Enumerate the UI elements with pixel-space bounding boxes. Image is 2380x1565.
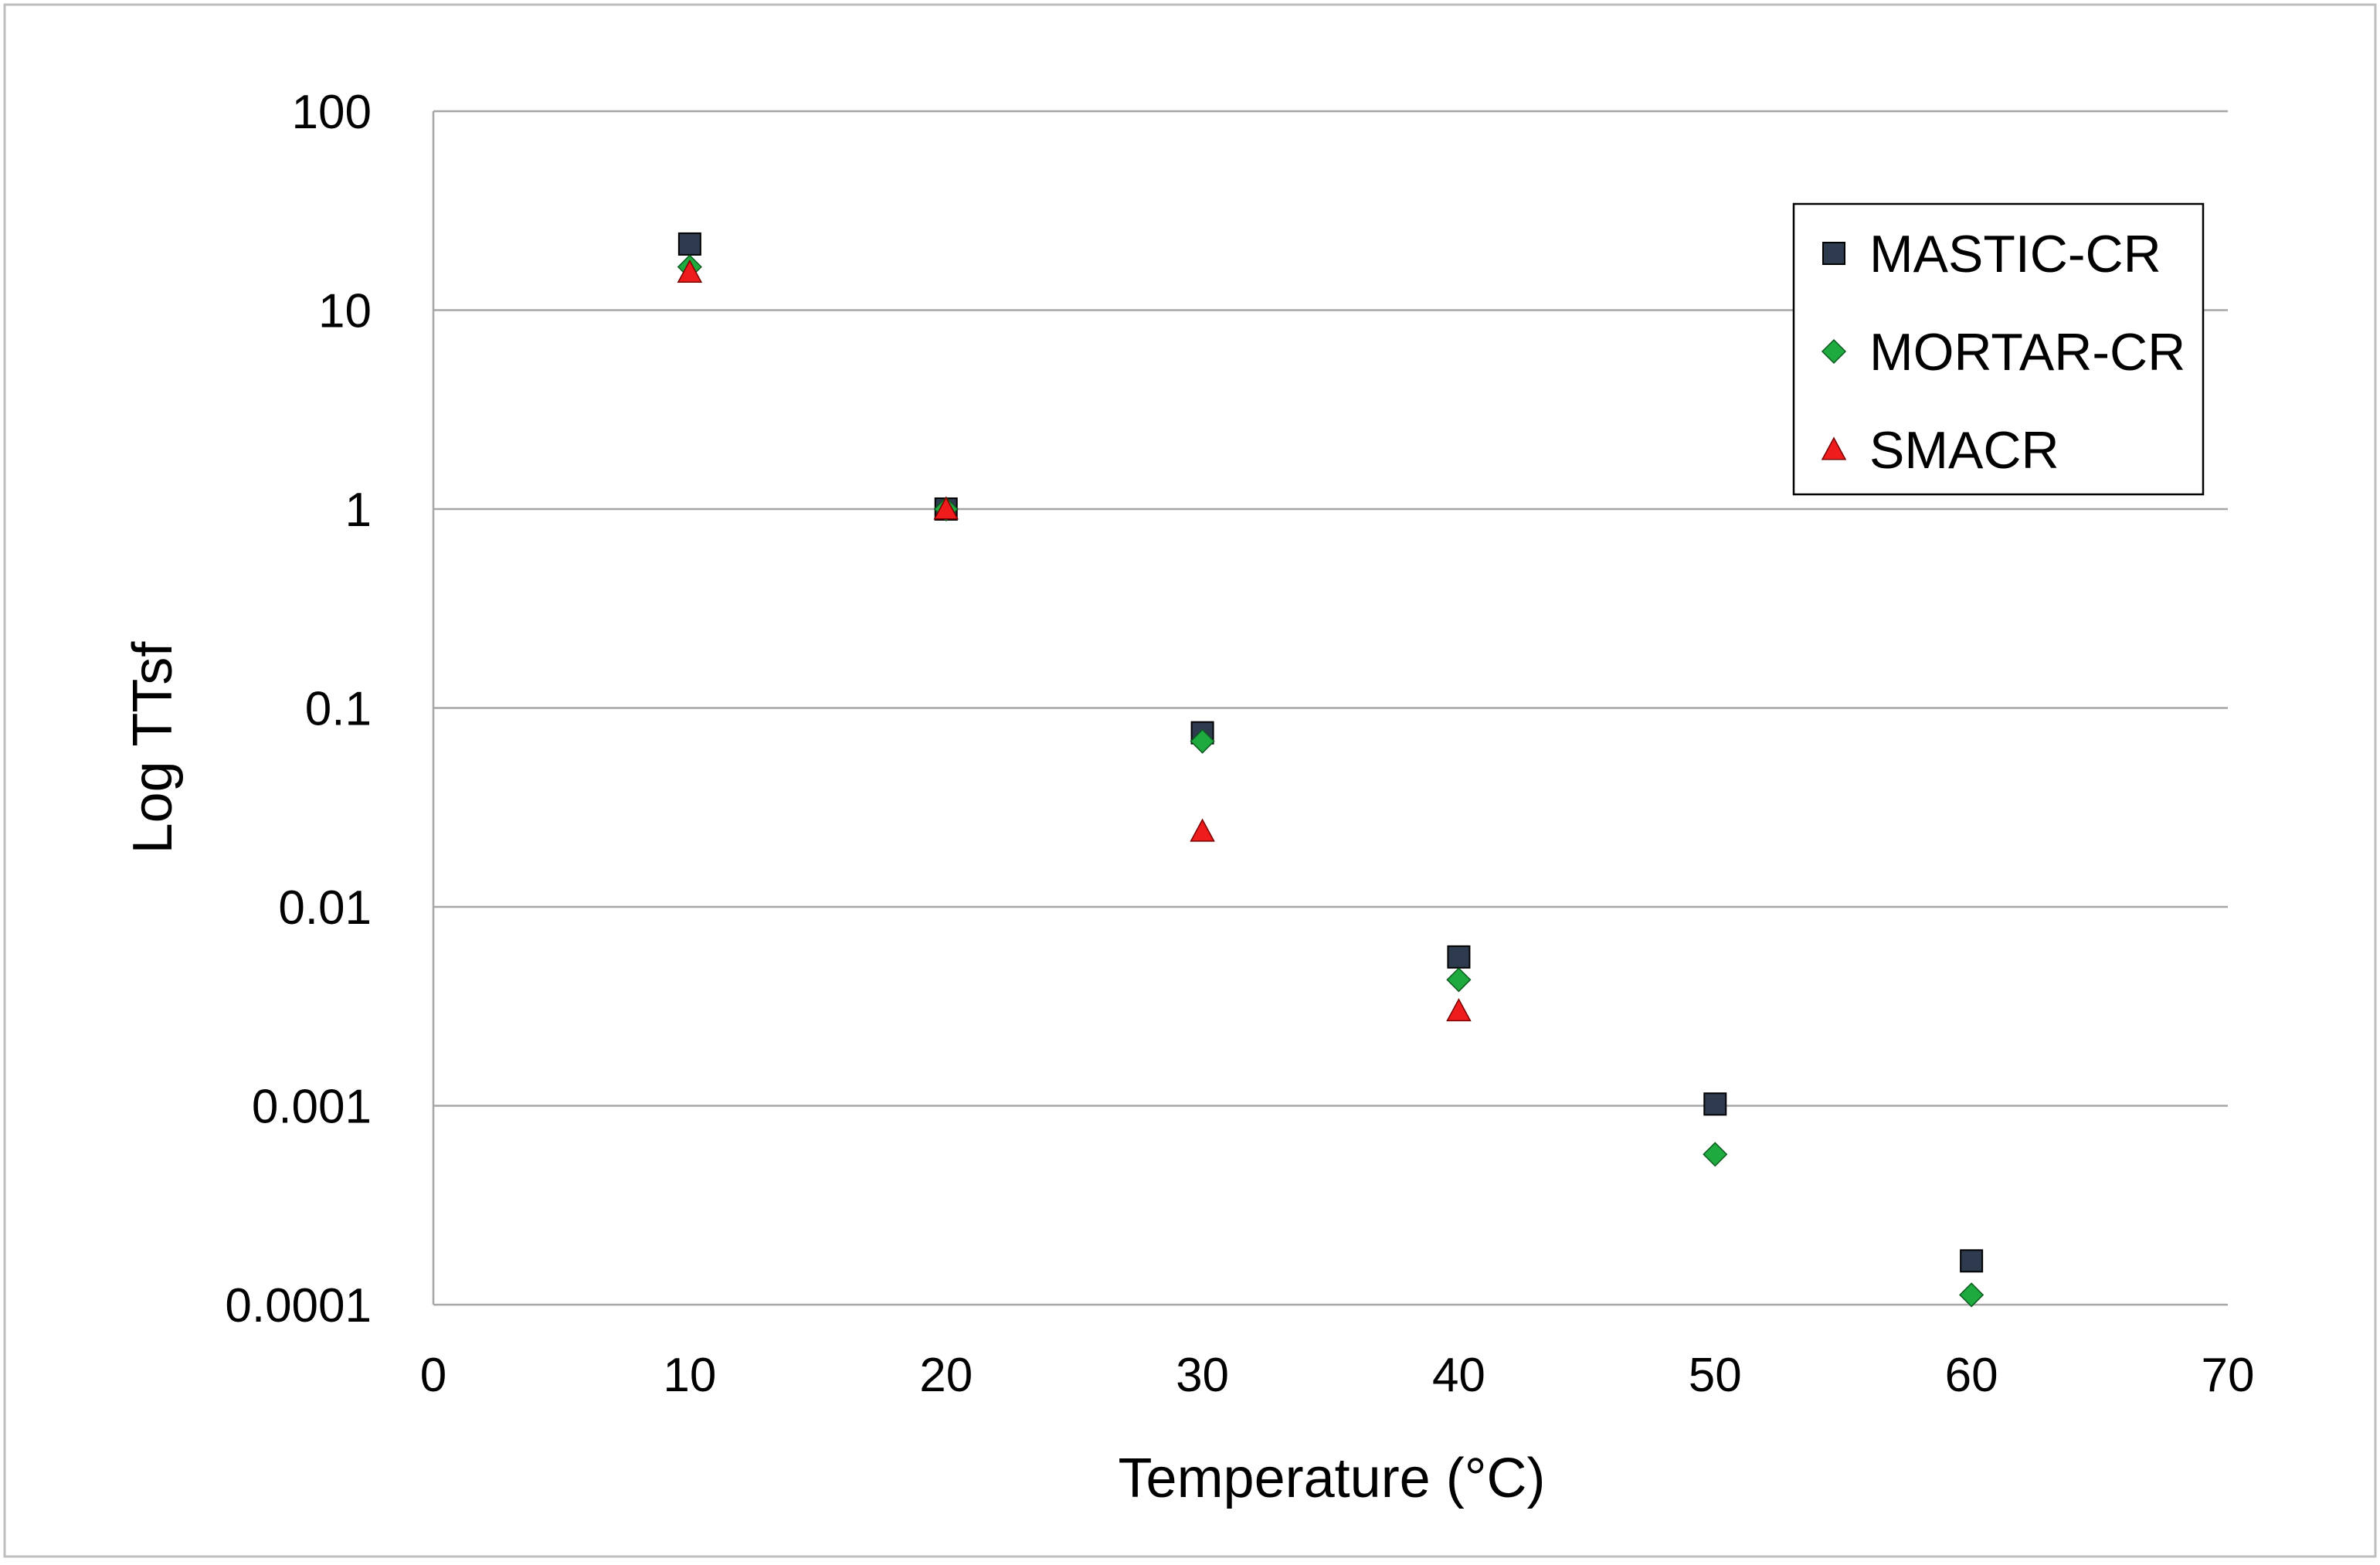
series-smacr [677,259,1472,1022]
y-tick-label: 0.1 [305,683,372,736]
y-tick-label: 100 [292,86,372,139]
data-point [933,496,959,520]
legend-label: SMACR [1869,421,2059,480]
x-tick-label: 0 [420,1349,446,1402]
data-point [1703,1092,1727,1116]
data-point [1190,818,1215,842]
x-tick-label: 30 [1176,1349,1229,1402]
data-point [677,232,701,256]
legend-label: MASTIC-CR [1869,225,2161,283]
data-point [1446,998,1472,1022]
data-point [1703,1142,1728,1167]
y-tick-label: 0.0001 [225,1279,372,1332]
x-tick-label: 20 [919,1349,973,1402]
x-tick-label: 70 [2202,1349,2255,1402]
data-point [1446,967,1472,993]
y-tick-label: 0.01 [278,881,372,935]
x-axis-title: Temperature (°C) [1119,1448,1546,1509]
data-point [677,259,703,283]
data-markers [677,232,1984,1308]
y-axis-title: Log TTsf [122,641,184,854]
y-tick-labels: 0.0001 0.001 0.01 0.1 1 10 100 [225,86,372,1332]
x-tick-label: 60 [1945,1349,1998,1402]
x-tick-label: 50 [1689,1349,1742,1402]
data-point [1447,945,1471,969]
data-point [1960,1249,1984,1273]
x-tick-label: 10 [663,1349,716,1402]
x-tick-label: 40 [1432,1349,1485,1402]
legend-item: SMACR [1821,421,2059,480]
legend-marker [1821,338,1847,365]
y-tick-label: 10 [318,285,372,338]
y-tick-label: 0.001 [252,1081,372,1134]
legend-item: MASTIC-CR [1822,225,2161,283]
data-point [1190,728,1215,754]
legend: MASTIC-CR MORTAR-CR SMACR [1792,202,2205,496]
legend-marker [1822,242,1845,265]
legend-marker [1821,436,1847,460]
x-tick-labels: 0 10 20 30 40 50 60 70 [420,1349,2255,1402]
data-point [1959,1282,1984,1308]
y-tick-label: 1 [345,484,372,537]
legend-box [1792,202,2205,496]
legend-item: MORTAR-CR [1821,323,2185,382]
legend-label: MORTAR-CR [1869,323,2185,382]
